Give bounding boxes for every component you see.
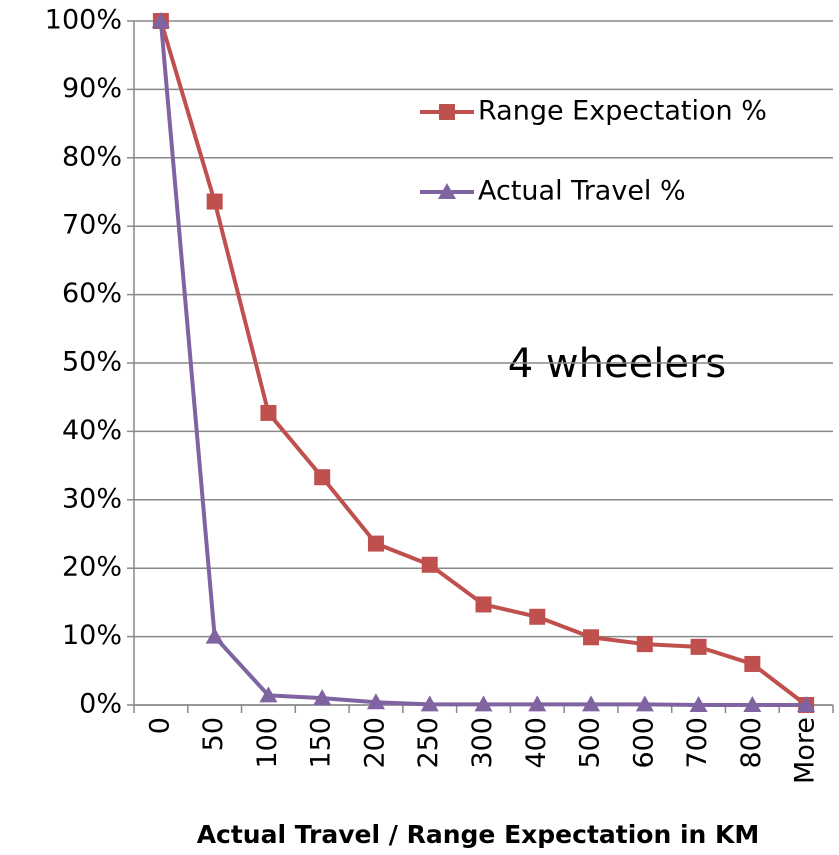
x-tick-label: 50	[198, 717, 229, 751]
marker	[528, 695, 547, 712]
x-tick-label: 700	[682, 717, 713, 769]
marker	[583, 629, 600, 646]
legend-label: Range Expectation %	[478, 96, 767, 127]
x-tick-label: 500	[575, 717, 606, 769]
y-tick-label: 60%	[62, 278, 122, 309]
marker	[151, 12, 170, 28]
marker	[474, 695, 493, 712]
marker	[260, 404, 277, 421]
marker	[636, 636, 653, 653]
x-tick-label: 100	[252, 717, 283, 769]
x-tick-label: 200	[359, 717, 390, 769]
marker	[259, 686, 278, 703]
x-tick-label: 250	[413, 717, 444, 769]
y-tick-label: 30%	[62, 483, 122, 514]
annotation: 4 wheelers	[508, 341, 726, 387]
marker	[314, 469, 331, 486]
marker	[744, 655, 761, 672]
marker	[689, 696, 708, 712]
y-tick-label: 0%	[79, 689, 122, 720]
x-axis-title: Actual Travel / Range Expectation in KM	[197, 820, 760, 849]
marker	[475, 596, 492, 613]
marker	[420, 695, 439, 712]
x-tick-label: 300	[467, 717, 498, 769]
x-tick-label: 600	[628, 717, 659, 769]
marker	[529, 608, 546, 625]
marker	[690, 638, 707, 655]
legend-marker	[439, 104, 455, 120]
y-tick-label: 100%	[45, 5, 122, 36]
marker	[205, 627, 224, 644]
y-tick-label: 50%	[62, 347, 122, 378]
y-tick-label: 80%	[62, 141, 122, 172]
x-tick-label: 400	[521, 717, 552, 769]
marker	[421, 556, 438, 573]
y-tick-label: 90%	[62, 73, 122, 104]
marker	[635, 695, 654, 712]
legend-label: Actual Travel %	[478, 176, 686, 207]
x-tick-label: 0	[144, 717, 175, 734]
marker	[206, 193, 223, 210]
y-tick-label: 10%	[62, 620, 122, 651]
y-tick-label: 70%	[62, 210, 122, 241]
x-tick-label: 800	[736, 717, 767, 769]
marker	[366, 693, 385, 710]
y-tick-label: 40%	[62, 415, 122, 446]
legend-marker	[438, 183, 456, 199]
marker	[313, 689, 332, 706]
marker	[743, 696, 762, 712]
y-tick-label: 20%	[62, 552, 122, 583]
marker	[582, 695, 601, 712]
marker	[797, 696, 816, 712]
x-tick-label: 150	[306, 717, 337, 769]
x-tick-label: More	[790, 717, 821, 784]
marker	[367, 535, 384, 552]
